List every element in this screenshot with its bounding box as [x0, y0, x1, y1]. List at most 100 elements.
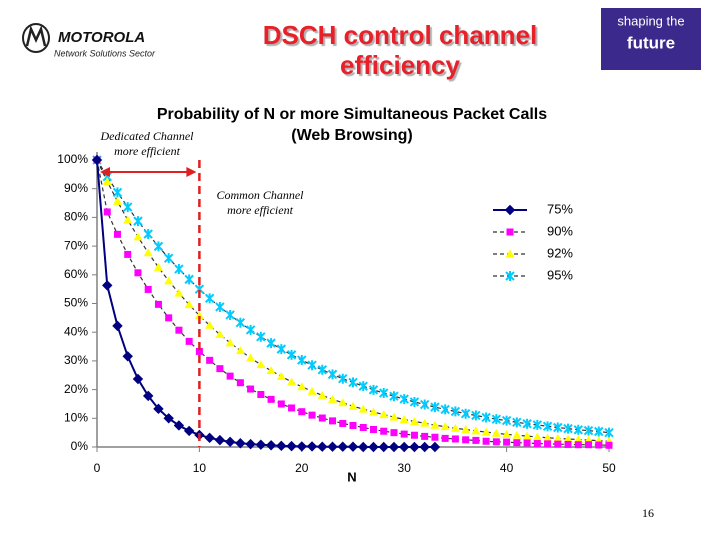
diamond-marker: [122, 351, 133, 362]
square-marker: [318, 414, 326, 422]
square-marker: [195, 347, 203, 355]
star-marker: [256, 331, 266, 342]
y-tick-label: 40%: [64, 324, 88, 338]
y-tick-label: 50%: [64, 296, 88, 310]
square-marker: [339, 419, 347, 427]
square-marker: [533, 440, 541, 448]
star-marker: [542, 421, 553, 432]
annotation: more efficient: [114, 144, 181, 158]
annotation: Dedicated Channel: [100, 129, 195, 143]
diamond-marker: [214, 434, 226, 446]
star-marker: [297, 355, 307, 366]
star-marker: [512, 417, 522, 428]
star-marker: [307, 360, 317, 371]
star-marker: [440, 404, 450, 415]
triangle-marker: [522, 431, 532, 440]
star-marker: [430, 402, 440, 413]
y-tick-label: 80%: [64, 210, 88, 224]
square-marker: [308, 411, 316, 419]
square-marker: [185, 337, 193, 345]
triangle-marker: [287, 377, 297, 386]
diamond-marker: [102, 280, 113, 291]
x-tick-label: 0: [94, 461, 101, 475]
square-marker: [462, 436, 470, 444]
square-marker: [277, 400, 285, 408]
x-tick-label: 50: [602, 461, 616, 475]
square-marker: [482, 437, 490, 445]
triangle-marker: [133, 232, 143, 241]
diamond-marker: [317, 441, 328, 452]
triangle-marker: [358, 404, 368, 413]
diamond-marker: [112, 320, 123, 332]
star-marker: [276, 344, 287, 355]
square-marker: [506, 228, 514, 236]
triangle-marker: [143, 248, 153, 257]
star-marker: [409, 396, 420, 407]
square-marker: [574, 441, 582, 449]
star-marker: [174, 264, 184, 275]
square-marker: [226, 372, 234, 380]
triangle-marker: [235, 346, 245, 355]
diamond-marker: [255, 439, 267, 450]
triangle-marker: [461, 424, 471, 433]
square-marker: [103, 208, 111, 216]
triangle-marker: [502, 429, 512, 438]
y-tick-label: 30%: [64, 353, 88, 367]
x-tick-label: 30: [398, 461, 412, 475]
triangle-marker: [297, 382, 307, 391]
square-marker: [359, 423, 367, 431]
square-marker: [451, 435, 459, 443]
triangle-marker: [164, 276, 174, 285]
star-marker: [225, 309, 235, 320]
square-marker: [124, 250, 132, 258]
triangle-marker: [276, 371, 286, 380]
square-marker: [247, 385, 255, 393]
y-tick-label: 0%: [71, 439, 89, 453]
square-marker: [564, 440, 572, 448]
triangle-marker: [553, 433, 563, 442]
triangle-marker: [573, 435, 583, 444]
diamond-marker: [378, 441, 389, 453]
triangle-marker: [491, 428, 501, 437]
square-marker: [165, 314, 173, 322]
diamond-marker: [327, 441, 338, 452]
triangle-marker: [389, 412, 399, 421]
star-marker: [286, 349, 297, 360]
legend-label: 75%: [547, 201, 573, 216]
series-line: [96, 159, 610, 434]
diamond-marker: [409, 441, 420, 453]
square-marker: [267, 395, 275, 403]
square-marker: [554, 440, 562, 448]
legend-label: 90%: [547, 223, 573, 238]
triangle-marker: [205, 320, 215, 329]
triangle-marker: [266, 366, 276, 375]
square-marker: [257, 390, 265, 398]
star-marker: [563, 423, 573, 434]
square-marker: [298, 408, 306, 416]
triangle-marker: [348, 401, 358, 410]
diamond-marker: [224, 436, 236, 448]
diamond-marker: [265, 440, 277, 451]
square-marker: [503, 438, 511, 446]
star-marker: [327, 369, 338, 380]
chart-title: Probability of N or more Simultaneous Pa…: [157, 106, 547, 123]
x-axis-label: N: [347, 469, 356, 484]
star-marker: [505, 271, 515, 281]
chart-title: (Web Browsing): [291, 127, 412, 144]
y-tick-label: 20%: [64, 382, 88, 396]
star-marker: [583, 425, 594, 436]
triangle-marker: [471, 426, 481, 435]
star-marker: [399, 394, 409, 405]
star-marker: [522, 418, 532, 429]
diamond-marker: [429, 441, 441, 453]
star-marker: [471, 410, 481, 421]
series-line: [96, 159, 610, 442]
y-tick-label: 100%: [57, 152, 88, 166]
square-marker: [154, 300, 162, 308]
y-tick-label: 60%: [64, 267, 88, 281]
diamond-marker: [337, 441, 348, 452]
star-marker: [348, 377, 358, 388]
triangle-marker: [317, 390, 327, 399]
star-marker: [419, 399, 430, 410]
square-marker: [513, 439, 521, 447]
